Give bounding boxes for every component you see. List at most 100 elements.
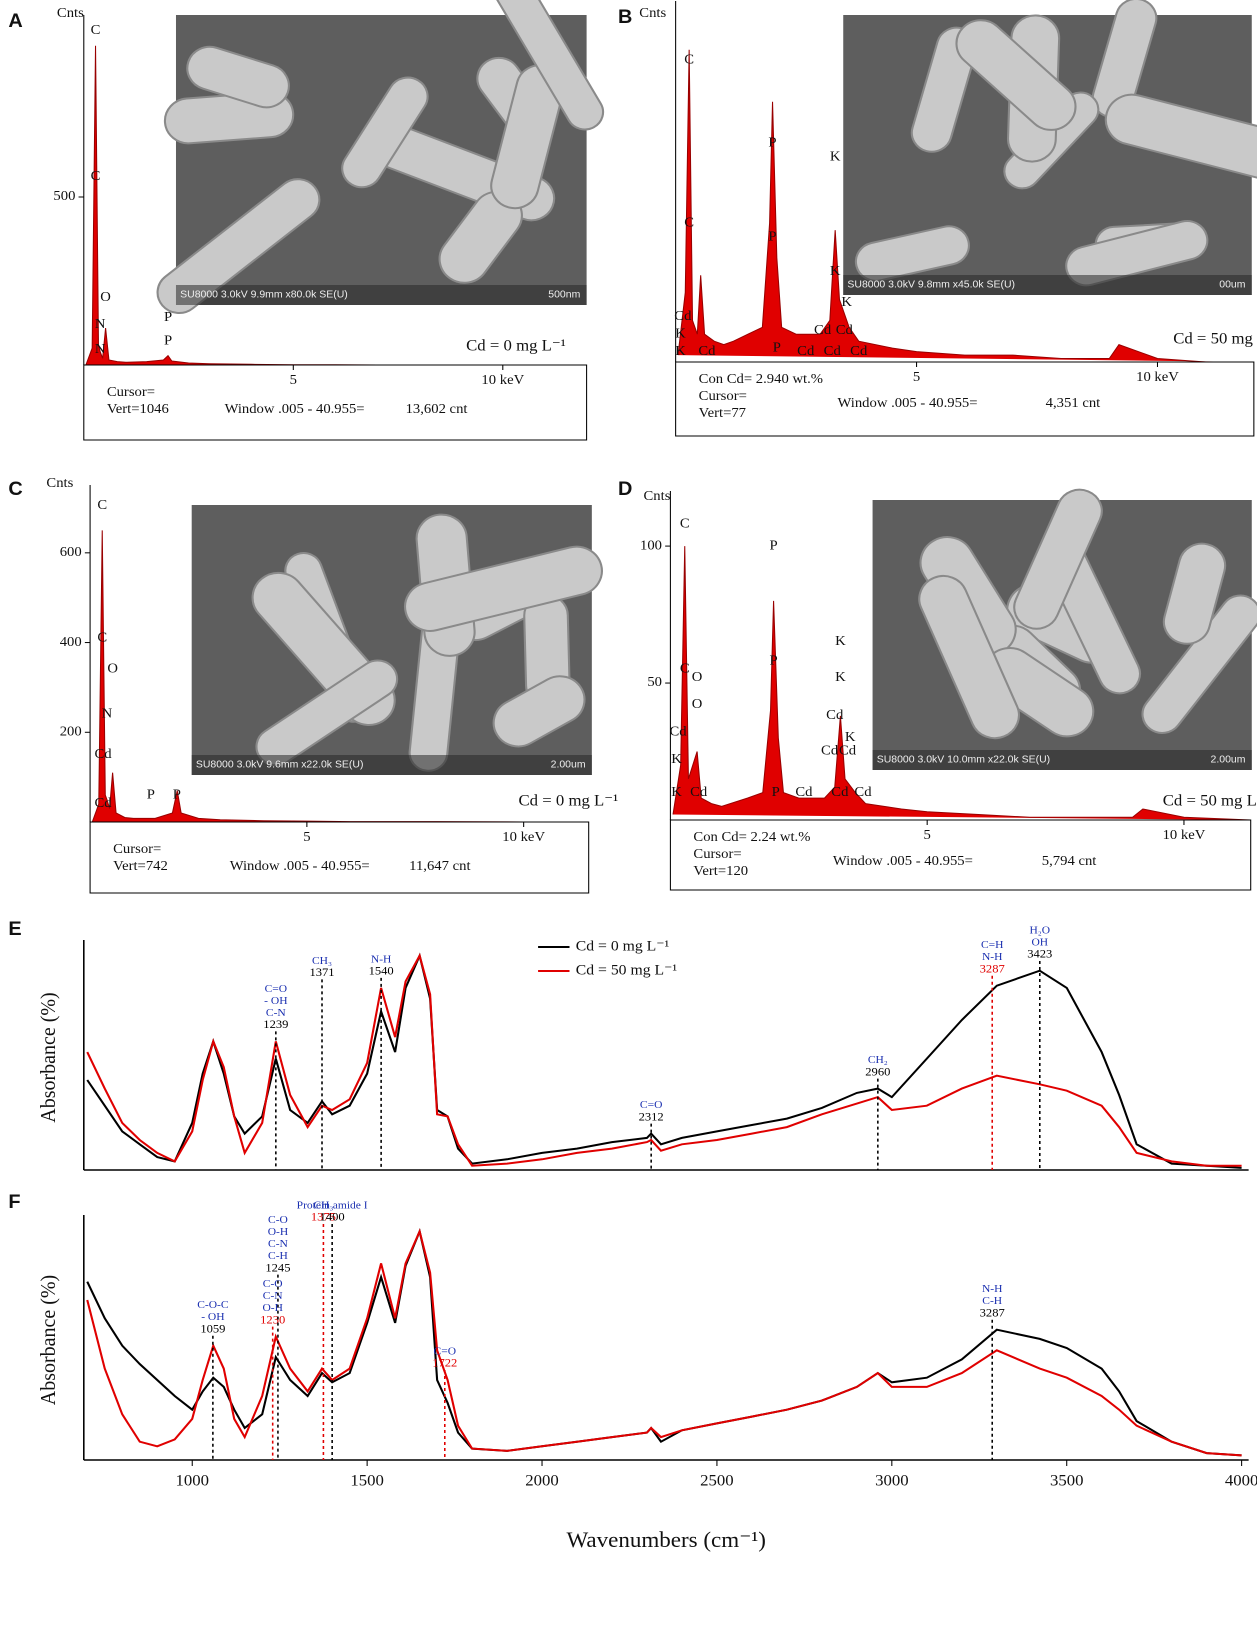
spectrum xyxy=(91,530,589,823)
annotation-value: 3287 xyxy=(980,1306,1005,1320)
bacterium xyxy=(918,574,1020,740)
footer-vert: Vert=1046 xyxy=(107,401,169,417)
annotation-label: CH₃ xyxy=(312,955,332,967)
annotation-value: 1230 xyxy=(260,1313,285,1327)
peak-label: O xyxy=(107,661,118,677)
y-axis-title: Cnts xyxy=(57,5,84,21)
annotation-value: 1059 xyxy=(200,1322,225,1336)
y-tick-label: 500 xyxy=(53,188,75,204)
footer-box xyxy=(83,364,588,441)
y-tick-label: 600 xyxy=(60,544,82,560)
x-tick-label: 10 keV xyxy=(1136,369,1179,385)
peak-label: K xyxy=(835,669,846,685)
annotation-value: 1371 xyxy=(309,965,334,979)
footer-con: Con Cd= 2.940 wt.% xyxy=(699,371,823,387)
spectrum-line xyxy=(86,1228,1242,1457)
annotation-label: C=O xyxy=(265,983,287,995)
peak-label: O xyxy=(692,669,703,685)
annotation-label: - OH xyxy=(201,1311,224,1323)
sem-scale: 2.00um xyxy=(1211,755,1246,766)
sem-info-bar xyxy=(872,750,1252,770)
peak-label: N xyxy=(95,316,106,332)
condition-label: Cd = 0 mg L⁻¹ xyxy=(466,336,566,355)
bacterium xyxy=(341,76,429,189)
sem-scale: 00um xyxy=(1219,280,1245,291)
annotation-label: C-N xyxy=(268,1238,288,1250)
x-tick-label: 5 xyxy=(924,827,931,843)
panel-letter: B xyxy=(618,6,632,27)
annotation-label: N-H xyxy=(982,1283,1002,1295)
y-axis-title: Absorbance (%) xyxy=(38,1275,61,1405)
footer-cursor: Cursor= xyxy=(113,841,161,857)
peak-label: Cd xyxy=(814,322,831,338)
sem-image: SU8000 3.0kV 9.9mm x80.0k SE(U) 500nm xyxy=(156,0,605,314)
peak-label: O xyxy=(692,696,703,712)
y-axis-title: Cnts xyxy=(46,475,73,491)
spectrum-line xyxy=(86,952,1242,1169)
x-axis-title: Wavenumbers (cm⁻¹) xyxy=(566,1528,765,1552)
bacterium xyxy=(492,675,586,748)
spectrum xyxy=(672,546,1251,821)
x-tick-label: 3500 xyxy=(1050,1471,1084,1490)
peak-label: P xyxy=(147,787,155,803)
footer-window: Window .005 - 40.955= xyxy=(833,853,973,869)
peak-label: K xyxy=(675,343,686,359)
peak-label: Cd xyxy=(797,343,814,359)
annotation-label: Protein amide I xyxy=(297,1200,368,1212)
peak-label: P xyxy=(770,538,778,554)
peak-label: P xyxy=(164,309,172,325)
footer-con: Con Cd= 2.24 wt.% xyxy=(693,829,810,845)
peak-label: K xyxy=(830,263,841,279)
condition-label: Cd = 50 mg L⁻¹ xyxy=(1173,329,1257,348)
peak-label: Cd xyxy=(690,784,707,800)
bacterium xyxy=(1141,594,1257,734)
y-axis-title: Cnts xyxy=(639,5,666,21)
annotation-value: 1375 xyxy=(311,1210,336,1224)
sem-caption: SU8000 3.0kV 9.6mm x22.0k SE(U) xyxy=(196,760,364,771)
panel-letter: E xyxy=(8,918,21,939)
x-tick-label: 10 keV xyxy=(1163,827,1206,843)
footer-box xyxy=(89,821,590,894)
annotation-value: 2312 xyxy=(639,1110,664,1124)
annotation-value: 3287 xyxy=(980,962,1005,976)
annotation-label: C=H xyxy=(981,939,1003,951)
footer-total: 13,602 cnt xyxy=(406,401,468,417)
peak-label: P xyxy=(164,333,172,349)
footer-box xyxy=(669,819,1252,891)
y-axis-title: Cnts xyxy=(644,488,671,504)
peak-label: K xyxy=(671,751,682,767)
peak-label: K xyxy=(830,149,841,165)
annotation-label: C-H xyxy=(982,1295,1002,1307)
sem-scale: 2.00um xyxy=(551,760,586,771)
peak-label: Cd xyxy=(839,743,856,759)
peak-label: C xyxy=(97,630,107,646)
annotation-label: OH xyxy=(1031,937,1048,949)
peak-label: P xyxy=(768,229,776,245)
bacterium xyxy=(404,545,603,632)
x-tick-label: 1500 xyxy=(350,1471,384,1490)
bacterium xyxy=(487,0,605,131)
sem-info-bar xyxy=(175,285,587,305)
peak-label: P xyxy=(770,653,778,669)
peak-label: C xyxy=(684,52,694,68)
annotation-value: 3423 xyxy=(1027,947,1052,961)
peak-label: Cd xyxy=(836,322,853,338)
footer-total: 5,794 cnt xyxy=(1042,853,1097,869)
sem-scale: 500nm xyxy=(548,290,580,301)
peak-label: P xyxy=(773,340,781,356)
peak-label: C xyxy=(680,661,690,677)
peak-label: K xyxy=(841,294,852,310)
y-tick-label: 200 xyxy=(60,724,82,740)
footer-total: 11,647 cnt xyxy=(409,858,470,874)
footer-vert: Vert=742 xyxy=(113,858,168,874)
sem-info-bar xyxy=(843,275,1252,295)
spectrum xyxy=(677,49,1254,363)
footer-vert: Vert=77 xyxy=(699,405,746,421)
annotation-label: O-H xyxy=(268,1226,288,1238)
annotation-value: 1722 xyxy=(432,1356,457,1370)
x-tick-label: 2000 xyxy=(525,1471,559,1490)
peak-label: Cd xyxy=(821,743,838,759)
x-tick-label: 10 keV xyxy=(481,372,524,388)
sem-caption: SU8000 3.0kV 9.9mm x80.0k SE(U) xyxy=(180,290,348,301)
y-axis-title: Absorbance (%) xyxy=(38,992,61,1122)
